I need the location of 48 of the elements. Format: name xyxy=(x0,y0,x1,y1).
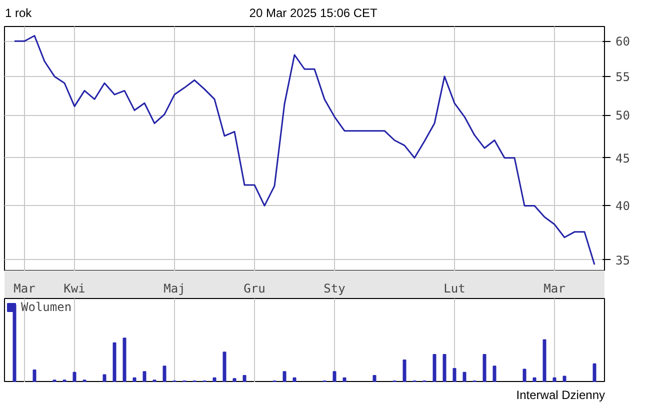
bar xyxy=(242,375,246,382)
text: Interwal Dzienny xyxy=(515,387,605,404)
line-series xyxy=(14,34,596,266)
x-tick-label: Sty xyxy=(324,282,346,296)
bar xyxy=(232,378,236,382)
x-tick-label: Mar xyxy=(14,282,36,296)
legend-label: Wolumen xyxy=(21,300,72,314)
bar xyxy=(342,377,346,382)
y-tick-label: 50 xyxy=(616,108,630,123)
bar xyxy=(522,368,526,382)
x-tick-label: Gru xyxy=(244,282,266,296)
bar xyxy=(492,366,496,382)
y-tick-label: 45 xyxy=(616,151,630,166)
bar xyxy=(112,342,116,382)
bar xyxy=(32,370,36,382)
bar xyxy=(372,375,376,382)
y-tick-label: 55 xyxy=(616,70,630,84)
x-tick-label: Kwi xyxy=(64,282,86,296)
bar xyxy=(72,372,76,382)
bar xyxy=(212,377,216,382)
bar xyxy=(432,354,436,382)
bar xyxy=(142,371,146,382)
bar xyxy=(592,363,596,382)
bar xyxy=(292,377,296,382)
x-tick-label: Mar xyxy=(544,282,566,296)
x-tick-label: Lut xyxy=(444,282,466,296)
bar xyxy=(442,354,446,382)
bar xyxy=(542,339,546,382)
bar xyxy=(452,368,456,382)
bar xyxy=(282,371,286,382)
text: 20 Mar 2025 15:06 CET xyxy=(249,5,378,22)
y-tick-label: 35 xyxy=(616,253,630,268)
bar xyxy=(122,338,126,382)
bar xyxy=(562,376,566,382)
bar xyxy=(482,354,486,382)
bar xyxy=(162,366,166,382)
bar xyxy=(132,377,136,382)
y-tick-label: 40 xyxy=(616,199,630,214)
bar xyxy=(102,374,106,382)
bar xyxy=(222,352,226,382)
bar xyxy=(532,377,536,382)
bar xyxy=(332,371,336,382)
x-tick-label: Maj xyxy=(164,282,186,296)
y-tick-label: 60 xyxy=(616,34,630,49)
chart-title: 1 rok xyxy=(5,5,32,22)
bar xyxy=(462,372,466,382)
bar xyxy=(402,359,406,382)
bar xyxy=(552,377,556,382)
